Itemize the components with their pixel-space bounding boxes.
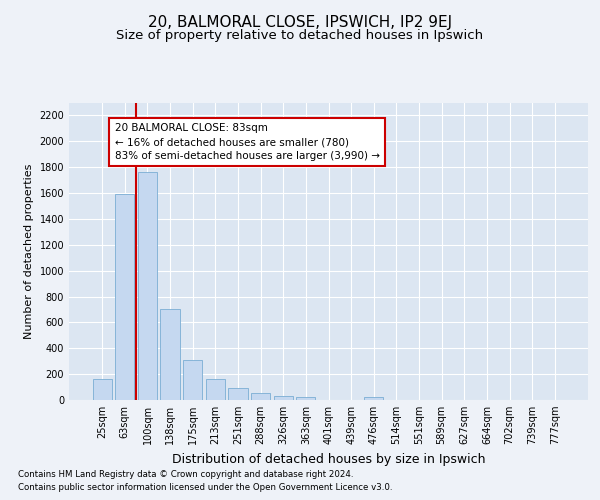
Text: Contains public sector information licensed under the Open Government Licence v3: Contains public sector information licen… [18,482,392,492]
Bar [274,396,293,400]
Bar [160,310,180,400]
Bar [183,360,202,400]
Bar [92,380,112,400]
Text: 20, BALMORAL CLOSE, IPSWICH, IP2 9EJ: 20, BALMORAL CLOSE, IPSWICH, IP2 9EJ [148,15,452,30]
Text: 20 BALMORAL CLOSE: 83sqm
← 16% of detached houses are smaller (780)
83% of semi-: 20 BALMORAL CLOSE: 83sqm ← 16% of detach… [115,123,380,161]
Text: Size of property relative to detached houses in Ipswich: Size of property relative to detached ho… [116,29,484,42]
Bar [138,172,157,400]
X-axis label: Distribution of detached houses by size in Ipswich: Distribution of detached houses by size … [172,452,485,466]
Bar [251,393,270,400]
Bar [296,398,316,400]
Y-axis label: Number of detached properties: Number of detached properties [24,164,34,339]
Text: Contains HM Land Registry data © Crown copyright and database right 2024.: Contains HM Land Registry data © Crown c… [18,470,353,479]
Bar [229,388,248,400]
Bar [364,398,383,400]
Bar [115,194,134,400]
Bar [206,380,225,400]
